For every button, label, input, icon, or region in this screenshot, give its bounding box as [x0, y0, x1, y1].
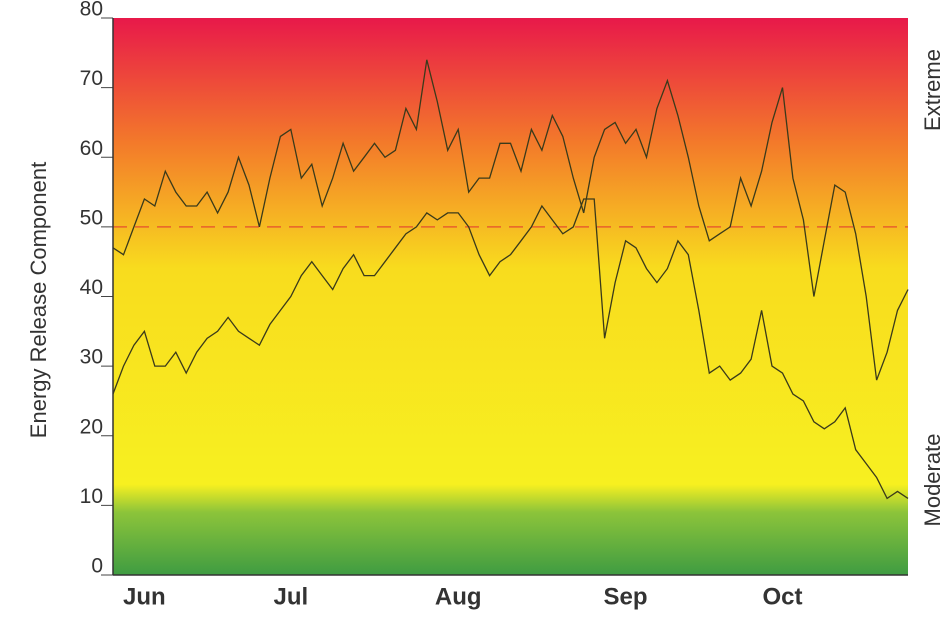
plot-background: [113, 18, 908, 575]
annotation: Extreme: [920, 49, 945, 131]
y-tick-label: 80: [80, 0, 103, 21]
x-tick-label: Sep: [604, 583, 648, 610]
y-tick-label: 30: [80, 346, 103, 369]
x-tick-label: Jun: [123, 583, 166, 610]
y-tick-label: 70: [80, 67, 103, 90]
y-axis-title: Energy Release Component: [26, 162, 51, 438]
x-tick-label: Oct: [762, 583, 802, 610]
series-line: [112, 198, 909, 500]
y-tick-label: 40: [80, 276, 103, 299]
annotation: Moderate: [920, 434, 945, 527]
y-tick-label: 60: [80, 137, 103, 160]
y-tick-label: 10: [80, 485, 103, 508]
x-tick-label: Aug: [435, 583, 482, 610]
x-tick-label: Jul: [273, 583, 308, 610]
series-line: [112, 59, 909, 381]
y-tick-label: 0: [91, 555, 103, 578]
y-tick-label: 20: [80, 415, 103, 438]
y-tick-label: 50: [80, 206, 103, 229]
